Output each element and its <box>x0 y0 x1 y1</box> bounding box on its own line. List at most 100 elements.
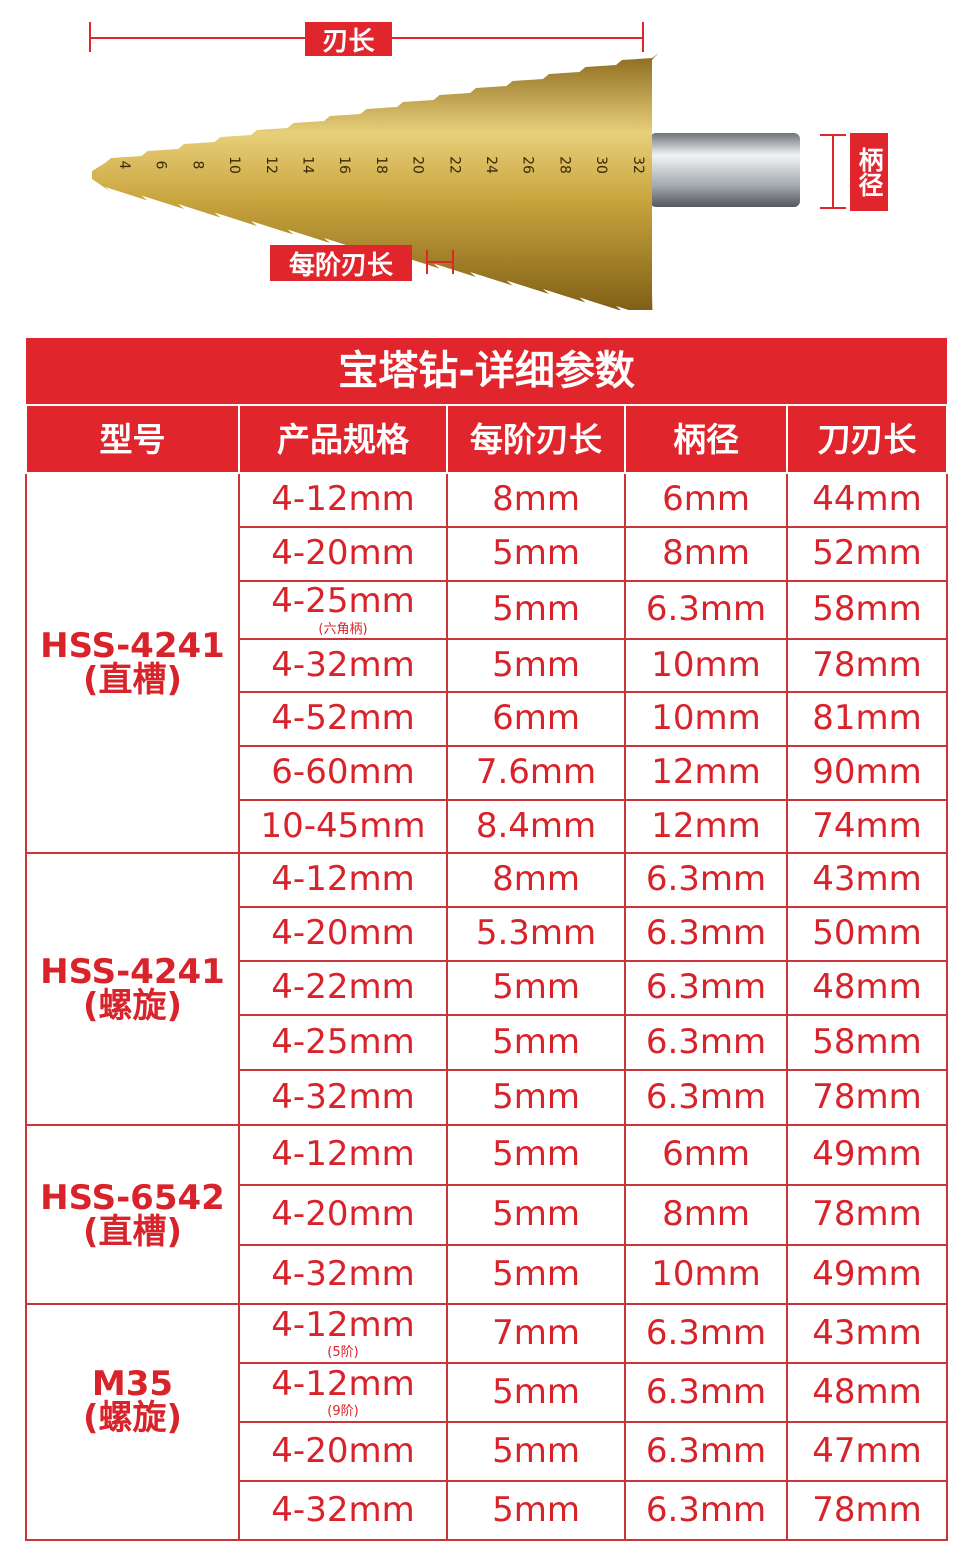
spec-value: 4-32mm <box>271 1076 415 1117</box>
shank-cell: 6.3mm <box>624 960 788 1016</box>
shank-value: 6.3mm <box>645 967 767 1008</box>
length-value: 50mm <box>812 913 922 954</box>
spec-note: (六角柄) <box>318 621 368 637</box>
spec-cell: 10-45mm <box>238 799 448 854</box>
spec-value: 4-22mm <box>271 967 415 1008</box>
length-value: 78mm <box>812 1076 922 1117</box>
length-value: 78mm <box>812 1489 922 1530</box>
step-cell: 5mm <box>446 1362 626 1423</box>
shank-value: 6.3mm <box>645 913 767 954</box>
spec-value: 4-20mm <box>271 913 415 954</box>
table-row: HSS-4241 (螺旋) 4-12mm 8mm 6.3mm 43mm <box>25 852 949 1126</box>
length-cell: 74mm <box>785 799 949 854</box>
step-cell: 5mm <box>446 580 626 640</box>
step-cell: 7.6mm <box>446 745 626 801</box>
length-cell: 49mm <box>785 1244 949 1305</box>
step-value: 5mm <box>492 533 580 574</box>
shank-value: 6mm <box>662 479 750 520</box>
spec-value: 4-12mm <box>271 1363 415 1404</box>
step-value: 8.4mm <box>475 805 597 846</box>
step-size-label: 10 <box>226 156 242 174</box>
shank-value: 6.3mm <box>645 589 767 630</box>
table-row: 4-25mm 5mm 6.3mm 58mm <box>26 1014 949 1071</box>
step-value: 5.3mm <box>475 913 597 954</box>
length-value: 90mm <box>812 752 922 793</box>
shank-value: 10mm <box>651 698 761 739</box>
spec-note: (5阶) <box>327 1345 359 1361</box>
table-row: HSS-4241 (直槽) 4-12mm 8mm 6mm 44mm <box>25 472 949 854</box>
length-value: 78mm <box>812 1194 922 1235</box>
shank-value: 6.3mm <box>645 1021 767 1062</box>
shank <box>650 133 800 207</box>
shank-value: 12mm <box>651 752 761 793</box>
shank-value: 6.3mm <box>645 1076 767 1117</box>
table-title: 宝塔钻-详细参数 <box>26 338 948 405</box>
shank-value: 8mm <box>662 1194 750 1235</box>
step-value: 5mm <box>492 589 580 630</box>
step-size-label: 30 <box>593 156 609 174</box>
shank-cell: 12mm <box>624 745 788 801</box>
step-value: 5mm <box>492 1430 580 1471</box>
length-cell: 43mm <box>785 852 949 908</box>
shank-cell: 8mm <box>624 526 788 582</box>
step-cell: 5mm <box>446 1014 626 1071</box>
model-cell: M35 (螺旋) <box>25 1303 240 1541</box>
length-value: 58mm <box>812 589 922 630</box>
length-cell: 58mm <box>785 580 949 640</box>
step-cell: 5mm <box>446 526 626 582</box>
shank-cell: 6.3mm <box>624 852 788 908</box>
table-row: 4-20mm 5mm 8mm 52mm <box>26 526 949 582</box>
length-cell: 48mm <box>785 960 949 1016</box>
shank-cell: 10mm <box>624 638 788 693</box>
step-size-label: 8 <box>189 161 205 170</box>
spec-cell: 4-12mm (5阶) <box>238 1303 448 1364</box>
spec-cell: 4-25mm <box>238 1014 448 1071</box>
shank-cell: 6.3mm <box>624 1303 788 1364</box>
step-value: 5mm <box>492 1489 580 1530</box>
shank-value: 6.3mm <box>645 859 767 900</box>
step-size-label: 22 <box>446 156 462 174</box>
step-length-label: 每阶刃长 <box>270 245 412 281</box>
step-value: 7mm <box>492 1312 580 1353</box>
shank-value: 6mm <box>662 1134 750 1175</box>
length-value: 43mm <box>812 1312 922 1353</box>
length-value: 81mm <box>812 698 922 739</box>
step-value: 8mm <box>492 479 580 520</box>
spec-value: 4-32mm <box>271 644 415 685</box>
spec-note: (9阶) <box>327 1404 359 1420</box>
length-value: 49mm <box>812 1253 922 1294</box>
drill-cone <box>92 53 659 320</box>
step-size-label: 24 <box>483 156 499 174</box>
table-row: 4-32mm 5mm 10mm 49mm <box>26 1244 949 1305</box>
length-cell: 49mm <box>785 1124 949 1186</box>
model-type: (螺旋) <box>82 986 183 1026</box>
shank-diameter-label: 柄径 <box>850 133 888 211</box>
spec-value: 4-20mm <box>271 533 415 574</box>
step-size-label: 20 <box>410 156 426 174</box>
model-type: (直槽) <box>82 1211 183 1252</box>
model-cell: HSS-4241 (直槽) <box>25 472 240 854</box>
length-cell: 78mm <box>785 638 949 693</box>
table-row: 4-32mm 5mm 10mm 78mm <box>26 638 949 693</box>
spec-value: 4-32mm <box>271 1253 415 1294</box>
step-size-label: 16 <box>336 156 352 174</box>
spec-value: 4-52mm <box>271 698 415 739</box>
step-value: 5mm <box>492 1076 580 1117</box>
table-row: HSS-6542 (直槽) 4-12mm 5mm 6mm 49mm <box>25 1124 949 1305</box>
step-size-label: 4 <box>116 161 132 170</box>
column-header: 刀刃长 <box>785 404 949 474</box>
column-header: 每阶刃长 <box>446 404 626 474</box>
length-value: 44mm <box>812 479 922 520</box>
shank-value: 10mm <box>651 644 761 685</box>
table-row: 6-60mm 7.6mm 12mm 90mm <box>26 745 949 801</box>
step-size-label: 18 <box>373 156 389 174</box>
model-cell: HSS-4241 (螺旋) <box>25 852 240 1126</box>
length-value: 47mm <box>812 1430 922 1471</box>
length-value: 48mm <box>812 967 922 1008</box>
step-cell: 8.4mm <box>446 799 626 854</box>
length-value: 48mm <box>812 1371 922 1412</box>
step-value: 5mm <box>492 1021 580 1062</box>
spec-cell: 4-32mm <box>238 1480 448 1541</box>
table-row: 4-52mm 6mm 10mm 81mm <box>26 691 949 747</box>
length-cell: 78mm <box>785 1069 949 1126</box>
